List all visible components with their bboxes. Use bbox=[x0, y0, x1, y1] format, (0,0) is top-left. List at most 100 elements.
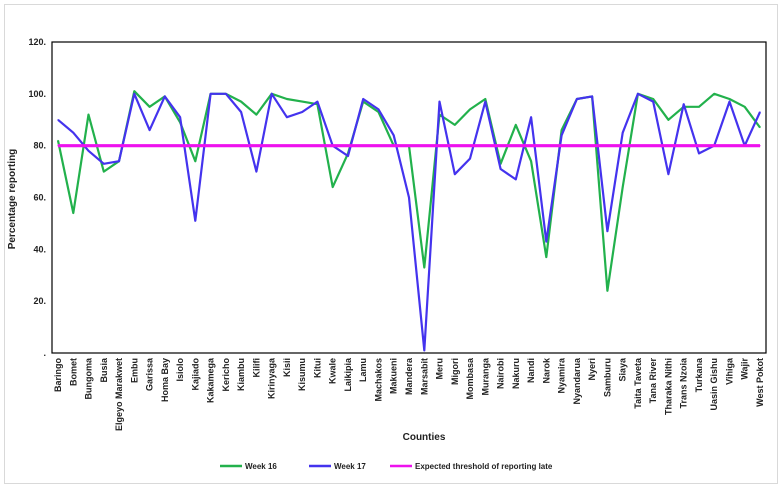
data-point-week-17 bbox=[225, 93, 227, 95]
x-tick-label: Meru bbox=[435, 358, 445, 380]
data-point-week-17 bbox=[667, 173, 670, 175]
data-point-week-17 bbox=[72, 132, 74, 134]
data-point-week-16 bbox=[87, 114, 90, 116]
x-tick-label: Embu bbox=[129, 358, 139, 383]
data-point-expected-threshold-of-reporting-late bbox=[194, 145, 196, 147]
data-point-expected-threshold-of-reporting-late bbox=[500, 145, 502, 147]
x-tick-label: Kilifi bbox=[251, 358, 261, 378]
data-point-expected-threshold-of-reporting-late bbox=[713, 145, 715, 147]
x-tick-label: Kitui bbox=[312, 358, 322, 378]
data-point-week-17 bbox=[622, 132, 624, 134]
x-tick-label: Bungoma bbox=[84, 357, 94, 399]
data-point-expected-threshold-of-reporting-late bbox=[637, 145, 639, 147]
x-tick-label: Marsabit bbox=[419, 358, 429, 395]
data-point-expected-threshold-of-reporting-late bbox=[225, 145, 227, 147]
x-tick-label: Taita Taveta bbox=[633, 357, 643, 409]
data-point-week-17 bbox=[500, 168, 502, 170]
data-point-week-16 bbox=[149, 106, 151, 108]
x-tick-label: Samburu bbox=[602, 358, 612, 397]
x-tick-label: Lamu bbox=[358, 358, 368, 382]
x-tick-label: Kiambu bbox=[236, 358, 246, 391]
data-point-week-17 bbox=[87, 150, 90, 152]
data-point-week-17 bbox=[576, 98, 578, 100]
x-tick-label: Turkana bbox=[694, 357, 704, 392]
data-point-week-16 bbox=[530, 160, 532, 162]
data-point-week-16 bbox=[469, 108, 471, 110]
x-tick-label: Kajiado bbox=[190, 358, 200, 391]
x-tick-label: Garissa bbox=[145, 357, 155, 391]
x-tick-label: Narok bbox=[541, 357, 551, 384]
data-point-week-17 bbox=[133, 93, 135, 95]
data-point-week-16 bbox=[561, 129, 563, 131]
data-point-week-17 bbox=[698, 152, 700, 154]
data-point-expected-threshold-of-reporting-late bbox=[164, 145, 166, 147]
x-tick-label: Homa Bay bbox=[160, 358, 170, 402]
x-tick-label: Kisii bbox=[282, 358, 292, 377]
x-tick-label: Machakos bbox=[373, 358, 383, 402]
data-point-expected-threshold-of-reporting-late bbox=[240, 145, 242, 147]
data-point-week-17 bbox=[255, 171, 257, 173]
data-point-week-17 bbox=[484, 101, 486, 103]
data-point-expected-threshold-of-reporting-late bbox=[728, 145, 731, 147]
data-point-week-17 bbox=[149, 129, 151, 131]
data-point-week-16 bbox=[652, 98, 654, 100]
y-tick-label: 120. bbox=[28, 37, 46, 47]
data-point-week-17 bbox=[377, 108, 380, 110]
data-point-expected-threshold-of-reporting-late bbox=[683, 145, 685, 147]
data-point-expected-threshold-of-reporting-late bbox=[57, 145, 59, 147]
x-tick-label: Bomet bbox=[68, 358, 78, 386]
data-point-week-16 bbox=[744, 106, 746, 108]
data-point-week-16 bbox=[698, 106, 700, 108]
data-point-expected-threshold-of-reporting-late bbox=[698, 145, 700, 147]
data-point-week-16 bbox=[332, 186, 334, 188]
data-point-week-17 bbox=[271, 93, 273, 95]
data-point-week-17 bbox=[545, 241, 547, 243]
x-tick-label: Kwale bbox=[328, 358, 338, 384]
data-point-week-17 bbox=[438, 101, 441, 103]
legend: Week 16 Week 17 Expected threshold of repo… bbox=[220, 462, 553, 471]
data-point-week-16 bbox=[57, 139, 59, 142]
data-point-expected-threshold-of-reporting-late bbox=[408, 145, 410, 147]
data-point-week-17 bbox=[408, 196, 410, 199]
data-point-expected-threshold-of-reporting-late bbox=[667, 145, 670, 147]
data-point-week-17 bbox=[179, 116, 181, 118]
data-point-week-17 bbox=[362, 98, 364, 100]
data-point-week-16 bbox=[103, 171, 105, 173]
data-point-week-17 bbox=[286, 116, 288, 118]
x-tick-label: Nyamira bbox=[557, 357, 567, 394]
data-point-week-17 bbox=[301, 111, 303, 113]
data-point-week-17 bbox=[194, 220, 196, 222]
data-point-week-17 bbox=[423, 349, 425, 351]
data-point-week-17 bbox=[469, 158, 471, 160]
data-point-expected-threshold-of-reporting-late bbox=[744, 145, 746, 147]
data-point-week-17 bbox=[728, 101, 731, 103]
x-tick-label: Nakuru bbox=[511, 358, 521, 389]
x-tick-label: Nandi bbox=[526, 358, 536, 383]
y-tick-label: 40. bbox=[33, 244, 46, 254]
x-tick-label: Trans Nzoia bbox=[679, 357, 689, 409]
data-point-week-17 bbox=[210, 93, 212, 95]
x-tick-label: Kirinyaga bbox=[267, 357, 277, 399]
data-point-expected-threshold-of-reporting-late bbox=[87, 145, 90, 147]
data-point-week-16 bbox=[194, 160, 196, 162]
data-point-expected-threshold-of-reporting-late bbox=[606, 145, 609, 147]
data-point-expected-threshold-of-reporting-late bbox=[591, 145, 593, 147]
data-point-week-17 bbox=[347, 155, 349, 157]
y-tick-label: 80. bbox=[33, 141, 46, 151]
data-point-expected-threshold-of-reporting-late bbox=[271, 145, 273, 147]
x-tick-label: Wajir bbox=[740, 358, 750, 380]
data-point-week-16 bbox=[759, 126, 761, 129]
legend-label: Week 16 bbox=[245, 462, 277, 471]
data-point-week-16 bbox=[423, 266, 425, 269]
data-point-expected-threshold-of-reporting-late bbox=[515, 145, 517, 147]
x-tick-label: Kakamega bbox=[206, 357, 216, 403]
x-tick-label: Mombasa bbox=[465, 357, 475, 400]
data-point-week-17 bbox=[454, 173, 456, 175]
data-point-expected-threshold-of-reporting-late bbox=[179, 145, 181, 147]
data-point-expected-threshold-of-reporting-late bbox=[530, 145, 532, 147]
data-point-expected-threshold-of-reporting-late bbox=[622, 145, 624, 147]
data-point-week-16 bbox=[484, 98, 486, 100]
x-tick-label: Elgeyo Marakwet bbox=[114, 358, 124, 431]
x-tick-label: Nyandarua bbox=[572, 357, 582, 405]
data-point-expected-threshold-of-reporting-late bbox=[469, 145, 471, 147]
